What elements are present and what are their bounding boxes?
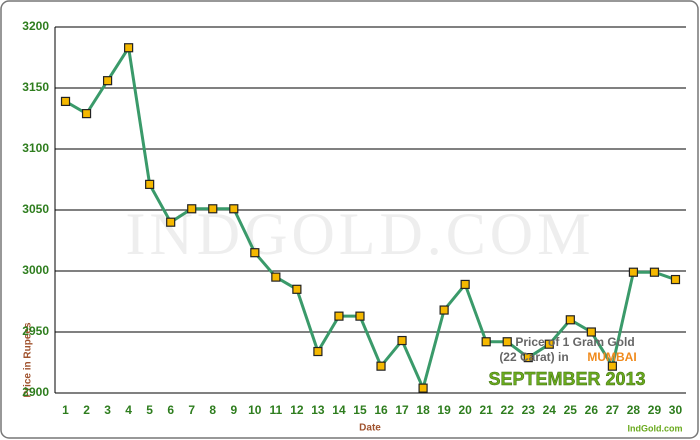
marker <box>208 204 218 214</box>
watermark: INDGOLD.COM <box>126 201 595 267</box>
x-tick-label: 28 <box>627 403 641 417</box>
marker <box>586 327 596 337</box>
marker <box>670 274 681 285</box>
marker <box>166 217 176 227</box>
x-tick-label: 8 <box>209 403 216 417</box>
marker <box>628 267 639 277</box>
caption: (22 Carat) in <box>499 350 568 364</box>
x-tick-label: 22 <box>501 403 515 417</box>
marker <box>229 204 239 214</box>
x-tick-label: 6 <box>167 403 174 417</box>
marker <box>313 346 323 357</box>
y-tick-label: 3200 <box>22 19 49 33</box>
x-tick-label: 1 <box>62 403 69 417</box>
marker <box>523 353 533 363</box>
x-tick-label: 26 <box>585 403 599 417</box>
source: IndGold.com <box>628 423 683 433</box>
marker <box>502 337 512 347</box>
marker <box>397 335 407 346</box>
x-tick-label: 16 <box>374 403 388 417</box>
x-tick-label: 4 <box>125 403 132 417</box>
x-tick-label: 23 <box>522 403 536 417</box>
marker <box>271 272 281 282</box>
x-tick-label: 14 <box>332 403 346 417</box>
caption: Price of 1 Gram Gold <box>515 335 634 349</box>
x-tick-label: 11 <box>270 403 283 417</box>
y-tick-label: 2900 <box>22 385 49 399</box>
city: MUMBAI <box>587 350 636 364</box>
x-tick-label: 21 <box>480 403 494 417</box>
x-tick-label: 7 <box>188 403 195 417</box>
x-tick-label: 9 <box>230 403 237 417</box>
marker <box>187 204 197 214</box>
x-axis-title: Date <box>359 423 381 434</box>
marker <box>250 248 260 258</box>
marker <box>418 383 428 393</box>
marker <box>124 43 134 53</box>
marker <box>565 315 575 325</box>
x-tick-label: 10 <box>248 403 262 417</box>
marker <box>102 76 113 86</box>
x-tick-label: 15 <box>353 403 367 417</box>
x-tick-label: 25 <box>564 403 578 417</box>
marker <box>81 109 92 119</box>
x-tick-label: 24 <box>543 403 557 417</box>
marker <box>439 305 449 315</box>
x-tick-label: 27 <box>606 403 620 417</box>
marker <box>607 361 617 371</box>
x-tick-label: 18 <box>416 403 430 417</box>
x-tick-label: 30 <box>669 403 683 417</box>
marker <box>376 361 386 371</box>
marker <box>544 339 554 349</box>
y-tick-label: 3050 <box>22 202 49 216</box>
y-tick-label: 2950 <box>22 324 49 338</box>
x-tick-label: 3 <box>104 403 111 417</box>
marker <box>649 267 660 277</box>
x-tick-label: 17 <box>395 403 409 417</box>
month-label: SEPTEMBER 2013 <box>488 369 645 389</box>
y-tick-label: 3100 <box>22 141 49 155</box>
y-tick-label: 3000 <box>22 263 49 277</box>
marker <box>60 96 71 107</box>
marker <box>292 284 302 294</box>
x-tick-label: 29 <box>648 403 662 417</box>
marker <box>460 279 470 290</box>
x-tick-label: 13 <box>311 403 325 417</box>
x-tick-label: 19 <box>437 403 451 417</box>
x-tick-label: 20 <box>458 403 472 417</box>
marker <box>145 179 155 189</box>
marker <box>355 311 365 321</box>
y-tick-label: 3150 <box>22 80 49 94</box>
marker <box>334 311 344 321</box>
marker <box>481 337 491 347</box>
x-tick-label: 2 <box>83 403 90 417</box>
x-tick-label: 5 <box>146 403 153 417</box>
y-axis-title: Price in Rupees <box>23 322 34 397</box>
x-tick-label: 12 <box>290 403 304 417</box>
